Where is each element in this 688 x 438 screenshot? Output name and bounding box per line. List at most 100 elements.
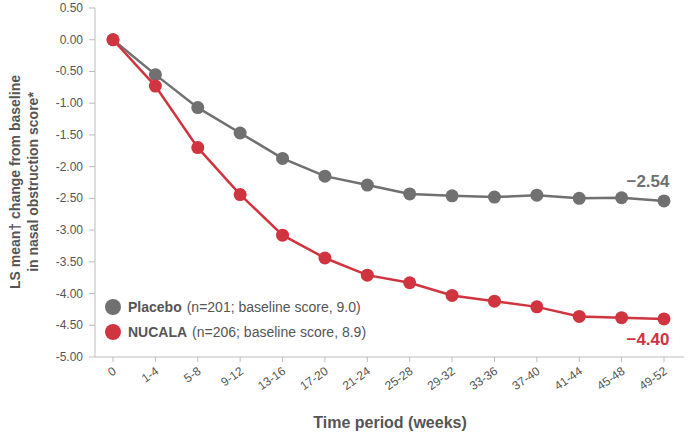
series-marker [149, 80, 162, 93]
y-tick [89, 293, 95, 294]
series-marker [573, 192, 586, 205]
legend-name: Placebo [128, 299, 182, 315]
y-tick-label: -5.00 [56, 350, 84, 364]
series-marker [149, 68, 162, 81]
x-tick [367, 357, 368, 362]
y-tick [89, 198, 95, 199]
legend-description: (n=201; baseline score, 9.0) [187, 299, 361, 315]
legend-marker [105, 324, 121, 340]
x-tick [494, 357, 495, 362]
x-tick-label: 49-52 [637, 364, 670, 393]
x-tick [113, 357, 114, 362]
legend-description: (n=206; baseline score, 8.9) [192, 324, 366, 340]
series-marker [530, 189, 543, 202]
series-marker [403, 276, 416, 289]
plot-area [107, 33, 671, 325]
legend-marker [105, 299, 121, 315]
series-marker [361, 269, 374, 282]
x-tick [324, 357, 325, 362]
legend-entry: NUCALA (n=206; baseline score, 8.9) [128, 324, 366, 340]
series-marker [615, 311, 628, 324]
x-tick [621, 357, 622, 362]
y-tick [89, 8, 95, 9]
y-tick [89, 325, 95, 326]
series-marker [446, 189, 459, 202]
x-tick-label: 21-24 [340, 364, 373, 393]
series-marker [403, 187, 416, 200]
y-tick [89, 39, 95, 40]
y-tick [89, 103, 95, 104]
x-tick-label: 5-8 [181, 364, 204, 386]
annotation: −2.54 [626, 172, 670, 191]
y-tick [89, 261, 95, 262]
series-marker [658, 312, 671, 325]
x-tick-label: 1-4 [139, 364, 162, 386]
x-axis [95, 357, 684, 358]
series-line [113, 40, 664, 201]
x-tick [197, 357, 198, 362]
chart: 0.50 0.00 -0.50 -1.00 -1.50 -2.00 -2.50 -3.00 -3… [0, 0, 688, 438]
x-tick-label: 29-32 [425, 364, 458, 393]
x-tick-label: 25-28 [382, 364, 415, 393]
series-marker [615, 191, 628, 204]
series-marker [361, 179, 374, 192]
series-marker [530, 300, 543, 313]
annotation: −4.40 [626, 330, 669, 349]
y-tick-label: -3.00 [56, 223, 84, 237]
series-marker [488, 295, 501, 308]
series-marker [318, 170, 331, 183]
x-tick [240, 357, 241, 362]
x-tick [579, 357, 580, 362]
y-tick-label: 0.50 [60, 1, 84, 15]
y-tick-label: -1.50 [56, 128, 84, 142]
y-axis-title-line: LS mean† change from baseline [7, 75, 23, 289]
series-line [113, 40, 664, 319]
x-tick [155, 357, 156, 362]
series-marker [234, 127, 247, 140]
y-tick [89, 357, 95, 358]
x-tick-label: 0 [105, 364, 119, 379]
series-marker [318, 252, 331, 265]
y-tick [89, 71, 95, 72]
series-marker [191, 141, 204, 154]
series-marker [573, 310, 586, 323]
y-tick-label: 0.00 [60, 33, 84, 47]
series-marker [234, 188, 247, 201]
x-tick-label: 33-36 [467, 364, 500, 393]
x-tick [282, 357, 283, 362]
x-tick [536, 357, 537, 362]
x-tick-label: 37-40 [509, 364, 542, 393]
y-tick [89, 230, 95, 231]
series-marker [446, 289, 459, 302]
y-tick-label: -2.50 [56, 191, 84, 205]
x-tick [409, 357, 410, 362]
y-tick-label: -4.50 [56, 318, 84, 332]
series-marker [107, 33, 120, 46]
y-tick-label: -1.00 [56, 96, 84, 110]
x-tick-label: 9-12 [218, 364, 246, 389]
x-tick-label: 17-20 [297, 364, 330, 393]
series-marker [276, 152, 289, 165]
legend-name: NUCALA [128, 324, 187, 340]
series-marker [488, 191, 501, 204]
x-tick [664, 357, 665, 362]
y-tick-label: -0.50 [56, 64, 84, 78]
series-marker [107, 33, 120, 46]
series-marker [191, 101, 204, 114]
y-tick [89, 166, 95, 167]
y-tick [89, 134, 95, 135]
y-axis [95, 8, 96, 357]
series-marker [658, 194, 671, 207]
x-tick-label: 45-48 [594, 364, 627, 393]
x-tick-label: 41-44 [552, 364, 585, 393]
y-tick-label: -4.00 [56, 287, 84, 301]
y-axis-title: LS mean† change from baselinein nasal ob… [7, 75, 41, 289]
legend-entry: Placebo (n=201; baseline score, 9.0) [128, 299, 361, 315]
y-tick-label: -2.00 [56, 160, 84, 174]
series-marker [276, 229, 289, 242]
x-tick [452, 357, 453, 362]
x-tick-label: 13-16 [255, 364, 288, 393]
y-axis-title-line: in nasal obstruction score* [25, 92, 41, 272]
y-tick-label: -3.50 [56, 255, 84, 269]
x-axis-title: Time period (weeks) [313, 414, 467, 431]
